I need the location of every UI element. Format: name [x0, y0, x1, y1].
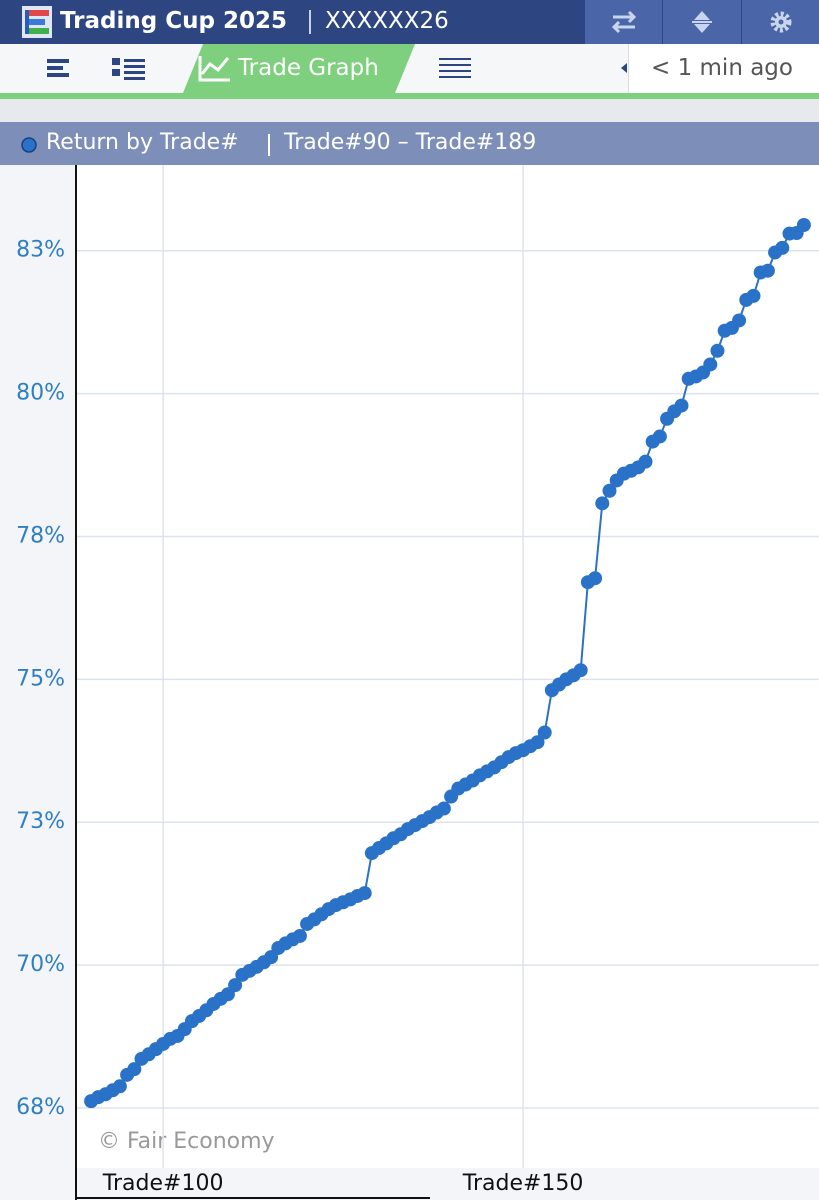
update-time: < 1 min ago [628, 44, 819, 93]
plot-area [76, 165, 819, 1168]
settings-icon [770, 11, 792, 33]
y-tick-label: 83% [16, 238, 65, 263]
app-title: Trading Cup 2025 [60, 8, 287, 34]
y-tick-label: 75% [16, 666, 65, 691]
app-logo [22, 6, 52, 38]
section-header: Return by Trade# Trade#90 – Trade#189 [0, 122, 819, 165]
swap-icon [611, 10, 637, 34]
chart-subtitle: Trade#90 – Trade#189 [284, 130, 537, 155]
tab-icons [47, 44, 627, 93]
data-point [638, 454, 653, 469]
data-point [674, 398, 689, 413]
tab-summary[interactable] [47, 59, 69, 77]
scroll-arrow[interactable] [621, 63, 627, 73]
data-point [127, 1062, 142, 1077]
x-tick-label: Trade#100 [102, 1171, 224, 1196]
y-tick-label: 73% [16, 809, 65, 834]
y-tick-label: 78% [16, 523, 65, 548]
spacer [0, 99, 819, 122]
separator [309, 10, 311, 34]
separator [268, 134, 270, 156]
data-point [732, 313, 747, 328]
y-tick-label: 80% [16, 381, 65, 406]
y-tick-label: 70% [16, 952, 65, 977]
expand-icon [692, 11, 712, 33]
data-point [602, 483, 617, 498]
chart: © Fair Economy 68% 70% 73% 75% 78% 80% 83% Trad… [16, 165, 819, 1200]
legend-dot [21, 137, 37, 153]
data-point [746, 288, 761, 303]
watermark: © Fair Economy [98, 1129, 275, 1154]
data-point [357, 886, 372, 901]
data-point [710, 343, 725, 358]
data-point [775, 240, 790, 255]
data-point [112, 1079, 127, 1094]
legend-label: Return by Trade# [46, 130, 239, 155]
header-bar: Trading Cup 2025 XXXXXX26 [0, 0, 819, 44]
data-point [595, 496, 610, 511]
tab-trade-graph[interactable] [183, 44, 415, 93]
account-id: XXXXXX26 [325, 8, 449, 34]
active-tab-label[interactable]: Trade Graph [238, 55, 379, 81]
data-point [796, 218, 811, 233]
data-point [436, 801, 451, 816]
data-point [573, 663, 588, 678]
x-tick-label: Trade#150 [462, 1171, 584, 1196]
data-point [530, 735, 545, 750]
data-point [588, 571, 603, 586]
tab-underline [0, 93, 819, 99]
data-point [292, 928, 307, 943]
swap-button[interactable] [584, 0, 663, 44]
data-point [652, 429, 667, 444]
data-point [760, 263, 775, 278]
tab-list[interactable] [112, 58, 145, 80]
y-tick-label: 68% [16, 1095, 65, 1120]
data-point [228, 978, 243, 993]
data-point [537, 725, 552, 740]
tab-history[interactable] [439, 58, 471, 78]
expand-button[interactable] [662, 0, 741, 44]
data-point [703, 357, 718, 372]
x-axis-band [76, 1168, 819, 1198]
tab-bar: Trade Graph < 1 min ago [0, 44, 819, 93]
settings-button[interactable] [741, 0, 819, 44]
